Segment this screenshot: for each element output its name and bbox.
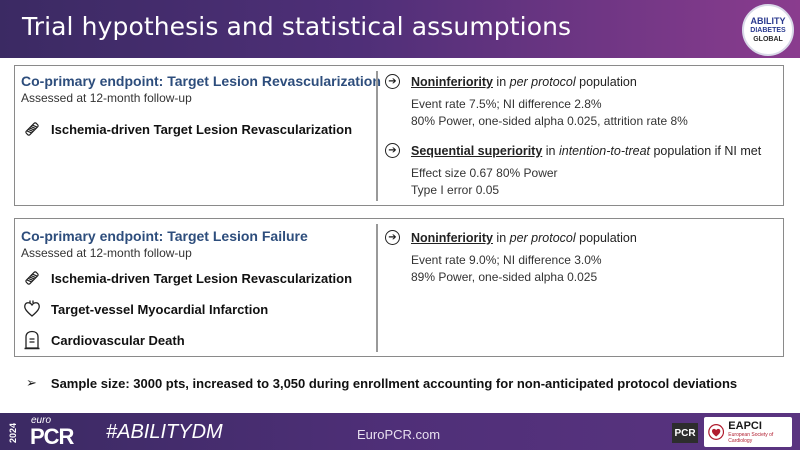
- hypothesis-detail: Effect size 0.67 80% Power: [411, 166, 558, 180]
- endpoint-subtitle: Assessed at 12-month follow-up: [21, 246, 192, 260]
- hypothesis-detail: 89% Power, one-sided alpha 0.025: [411, 270, 598, 284]
- hypothesis-heading: Sequential superiority in intention-to-t…: [411, 144, 762, 158]
- eapci-heart-icon: [708, 424, 725, 440]
- pcr-logo: PCR: [672, 423, 698, 443]
- hypothesis-detail: Event rate 9.0%; NI difference 3.0%: [411, 253, 602, 267]
- endpoint-item: Ischemia-driven Target Lesion Revascular…: [21, 118, 352, 140]
- tombstone-icon: [21, 329, 43, 351]
- endpoint-subtitle: Assessed at 12-month follow-up: [21, 91, 192, 105]
- eapci-subtext: European Society of Cardiology: [728, 431, 774, 444]
- hypothesis-heading: Noninferiority in per protocol populatio…: [411, 75, 637, 89]
- arrowhead-bullet-icon: ➢: [26, 375, 37, 390]
- europcr-logo: PCR: [30, 424, 74, 449]
- arrow-circle-icon: ➔: [385, 74, 400, 89]
- eapci-text: EAPCI: [728, 419, 762, 432]
- endpoint-tlr-panel: Co-primary endpoint: Target Lesion Revas…: [14, 65, 784, 206]
- footer-website: EuroPCR.com: [357, 427, 441, 442]
- endpoint-item: Cardiovascular Death: [21, 329, 185, 351]
- stent-icon: [21, 267, 43, 289]
- column-divider: [376, 71, 378, 201]
- hypothesis-detail: Type I error 0.05: [411, 183, 500, 197]
- footer-euro-text: euro: [31, 415, 52, 426]
- arrow-circle-icon: ➔: [385, 143, 400, 158]
- footer-bar: 2024 euro PCR #ABILITYDM EuroPCR.com PCR…: [0, 413, 800, 450]
- endpoint-title: Co-primary endpoint: Target Lesion Failu…: [21, 228, 308, 244]
- eapci-logo: EAPCI European Society of Cardiology: [704, 417, 792, 447]
- column-divider: [376, 224, 378, 352]
- endpoint-item-label: Ischemia-driven Target Lesion Revascular…: [51, 121, 353, 137]
- footer-year: 2024: [8, 422, 18, 444]
- endpoint-item-label: Target-vessel Myocardial Infarction: [51, 301, 269, 317]
- ability-diabetes-global-logo: ABILITY DIABETES GLOBAL: [742, 4, 794, 56]
- endpoint-item: Ischemia-driven Target Lesion Revascular…: [21, 267, 352, 289]
- header-bar: Trial hypothesis and statistical assumpt…: [0, 0, 800, 58]
- footer-hashtag: #ABILITYDM: [106, 421, 223, 443]
- endpoint-item: Target-vessel Myocardial Infarction: [21, 298, 268, 320]
- endpoint-tlf-panel: Co-primary endpoint: Target Lesion Failu…: [14, 218, 784, 357]
- arrow-circle-icon: ➔: [385, 230, 400, 245]
- endpoint-item-label: Cardiovascular Death: [51, 332, 185, 348]
- stent-icon: [21, 118, 43, 140]
- hypothesis-detail: 80% Power, one-sided alpha 0.025, attrit…: [411, 114, 688, 128]
- sample-size-bullet: ➢ Sample size: 3000 pts, increased to 3,…: [26, 375, 737, 391]
- endpoint-item-label: Ischemia-driven Target Lesion Revascular…: [51, 270, 353, 286]
- endpoint-title: Co-primary endpoint: Target Lesion Revas…: [21, 73, 381, 89]
- sample-size-text: Sample size: 3000 pts, increased to 3,05…: [50, 375, 738, 391]
- hypothesis-detail: Event rate 7.5%; NI difference 2.8%: [411, 97, 602, 111]
- heart-icon: [21, 298, 43, 320]
- hypothesis-heading: Noninferiority in per protocol populatio…: [411, 231, 637, 245]
- page-title: Trial hypothesis and statistical assumpt…: [22, 12, 572, 41]
